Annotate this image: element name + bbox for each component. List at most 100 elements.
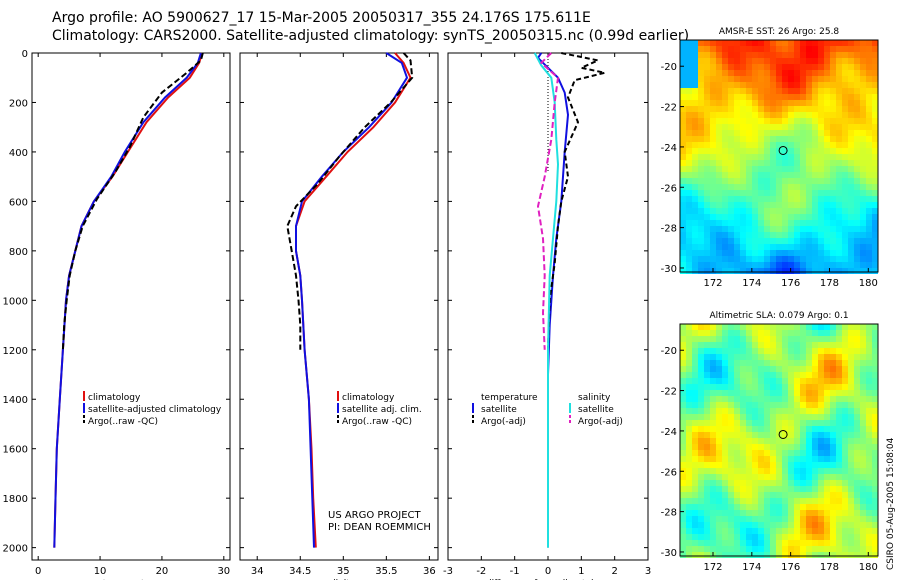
heatmap-cell <box>722 88 728 94</box>
heatmap-cell <box>692 456 698 462</box>
heatmap-cell <box>746 208 752 214</box>
heatmap-cell <box>704 540 710 546</box>
heatmap-cell <box>758 456 764 462</box>
y-tick-label: -22 <box>661 387 677 398</box>
heatmap-cell <box>866 438 872 444</box>
heatmap-cell <box>740 462 746 468</box>
heatmap-cell <box>746 202 752 208</box>
heatmap-cell <box>722 214 728 220</box>
heatmap-cell <box>692 498 698 504</box>
heatmap-cell <box>734 202 740 208</box>
heatmap-cell <box>728 172 734 178</box>
heatmap-cell <box>716 438 722 444</box>
heatmap-cell <box>788 250 794 256</box>
heatmap-cell <box>704 196 710 202</box>
heatmap-cell <box>746 420 752 426</box>
heatmap-cell <box>728 348 734 354</box>
heatmap-cell <box>776 262 782 268</box>
heatmap-cell <box>722 516 728 522</box>
heatmap-cell <box>866 534 872 540</box>
heatmap-cell <box>686 226 692 232</box>
heatmap-cell <box>782 438 788 444</box>
plot-frame-temperature <box>31 52 231 561</box>
heatmap-cell <box>770 324 776 330</box>
heatmap-cell <box>704 136 710 142</box>
heatmap-cell <box>692 100 698 106</box>
heatmap-cell <box>764 184 770 190</box>
heatmap-cell <box>716 462 722 468</box>
heatmap-cell <box>680 154 686 160</box>
heatmap-cell <box>728 372 734 378</box>
heatmap-cell <box>752 474 758 480</box>
heatmap-cell <box>746 516 752 522</box>
heatmap-cell <box>788 58 794 64</box>
heatmap-cell <box>872 546 878 552</box>
heatmap-cell <box>860 336 866 342</box>
heatmap-cell <box>722 498 728 504</box>
heatmap-cell <box>752 220 758 226</box>
heatmap-cell <box>770 160 776 166</box>
heatmap-cell <box>728 432 734 438</box>
heatmap-cell <box>854 244 860 250</box>
heatmap-cell <box>752 438 758 444</box>
heatmap-cell <box>860 414 866 420</box>
heatmap-cell <box>746 184 752 190</box>
heatmap-cell <box>818 130 824 136</box>
heatmap-cell <box>716 426 722 432</box>
heatmap-cell <box>704 408 710 414</box>
heatmap-cell <box>710 94 716 100</box>
heatmap-cell <box>764 510 770 516</box>
heatmap-cell <box>722 262 728 268</box>
heatmap-cell <box>860 106 866 112</box>
heatmap-cell <box>782 384 788 390</box>
heatmap-cell <box>770 130 776 136</box>
heatmap-cell <box>818 342 824 348</box>
heatmap-cell <box>872 426 878 432</box>
heatmap-cell <box>854 88 860 94</box>
y-tick-label: -26 <box>661 467 677 478</box>
heatmap-cell <box>722 402 728 408</box>
heatmap-cell <box>680 118 686 124</box>
heatmap-cell <box>818 480 824 486</box>
heatmap-cell <box>734 256 740 262</box>
heatmap-cell <box>860 70 866 76</box>
heatmap-cell <box>758 498 764 504</box>
heatmap-cell <box>782 336 788 342</box>
heatmap-cell <box>860 372 866 378</box>
heatmap-cell <box>722 450 728 456</box>
heatmap-cell <box>758 178 764 184</box>
heatmap-cell <box>872 178 878 184</box>
heatmap-cell <box>764 498 770 504</box>
heatmap-cell <box>830 420 836 426</box>
heatmap-cell <box>704 426 710 432</box>
heatmap-cell <box>776 166 782 172</box>
heatmap-cell <box>758 528 764 534</box>
heatmap-cell <box>800 474 806 480</box>
heatmap-cell <box>692 414 698 420</box>
heatmap-cell <box>830 378 836 384</box>
heatmap-cell <box>716 534 722 540</box>
heatmap-cell <box>824 82 830 88</box>
heatmap-cell <box>752 324 758 330</box>
heatmap-cell <box>770 208 776 214</box>
heatmap-cell <box>836 522 842 528</box>
heatmap-cell <box>680 136 686 142</box>
heatmap-cell <box>716 82 722 88</box>
heatmap-cell <box>866 540 872 546</box>
heatmap-cell <box>704 268 710 274</box>
heatmap-cell <box>710 498 716 504</box>
heatmap-cell <box>752 504 758 510</box>
heatmap-cell <box>806 522 812 528</box>
heatmap-cell <box>758 360 764 366</box>
heatmap-cell <box>818 546 824 552</box>
heatmap-cell <box>860 178 866 184</box>
heatmap-cell <box>698 256 704 262</box>
heatmap-cell <box>746 256 752 262</box>
heatmap-cell <box>728 522 734 528</box>
heatmap-cell <box>866 336 872 342</box>
heatmap-cell <box>686 390 692 396</box>
heatmap-cell <box>734 468 740 474</box>
heatmap-cell <box>710 474 716 480</box>
heatmap-cell <box>698 510 704 516</box>
heatmap-cell <box>824 208 830 214</box>
